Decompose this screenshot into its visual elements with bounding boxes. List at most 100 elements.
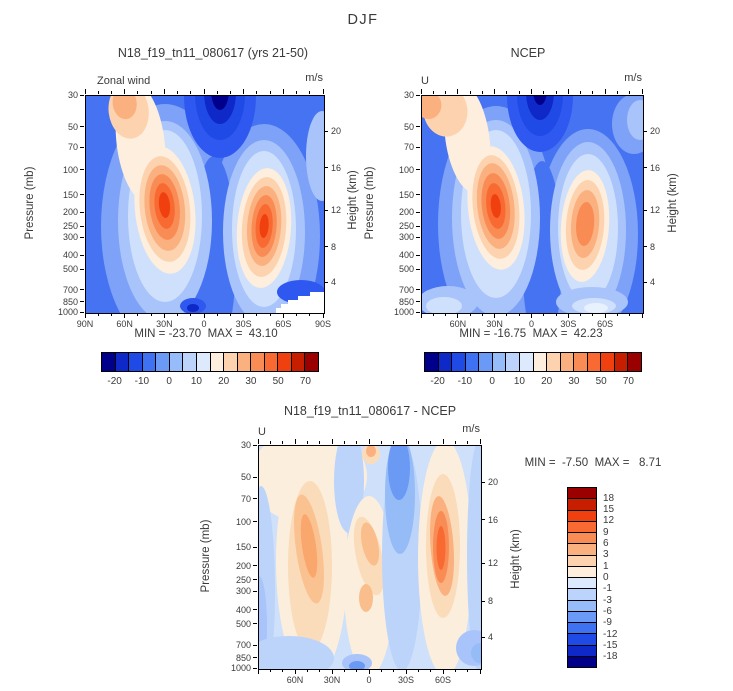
lat-label: 60S: [597, 319, 614, 329]
lat-label: 30S: [235, 319, 252, 329]
lat-tick: [322, 313, 324, 318]
colorbar-label: -10: [457, 376, 473, 387]
pressure-label: 1000: [230, 663, 251, 673]
panel3-contour-field: [258, 445, 482, 670]
lat-tick: [97, 91, 99, 94]
height-tick: [481, 481, 485, 483]
panel2-units-label: m/s: [624, 72, 642, 84]
pressure-label: 250: [398, 221, 414, 232]
lat-tick: [203, 313, 205, 318]
lat-tick: [243, 89, 245, 94]
lat-tick: [454, 669, 456, 672]
lat-tick: [604, 313, 606, 318]
colorbar-cell: [560, 353, 575, 371]
lat-tick: [216, 91, 218, 94]
pressure-label: 1000: [393, 307, 414, 317]
colorbar-cell: [169, 353, 184, 371]
height-label: 8: [331, 241, 337, 252]
panel2-contour-field: [421, 95, 644, 314]
lat-tick: [216, 313, 218, 316]
pressure-label: 100: [398, 164, 414, 175]
lat-tick: [163, 313, 165, 318]
panel2-title: NCEP: [510, 46, 546, 60]
pressure-tick: [253, 590, 257, 592]
colorbar-label: 6: [603, 538, 609, 550]
lat-tick: [445, 313, 447, 316]
lat-tick: [442, 669, 444, 674]
panel1-pressure-axis-label: Pressure (mb): [24, 166, 36, 240]
pressure-tick: [253, 579, 257, 581]
lat-tick: [479, 439, 481, 444]
height-label: 8: [650, 241, 656, 252]
lat-tick: [494, 89, 496, 94]
lat-tick: [282, 313, 284, 318]
lat-tick: [432, 313, 434, 316]
pressure-tick: [80, 94, 84, 96]
height-tick: [324, 281, 328, 283]
colorbar-cell: [156, 353, 170, 371]
pressure-tick: [253, 565, 257, 567]
pressure-label: 400: [235, 604, 251, 615]
lat-tick: [629, 91, 631, 94]
height-tick: [643, 281, 647, 283]
lat-tick: [380, 669, 382, 672]
colorbar-label: 3: [603, 549, 609, 561]
colorbar-cell: [291, 353, 306, 371]
height-tick: [643, 130, 647, 132]
height-tick: [481, 600, 485, 602]
lat-tick: [190, 313, 192, 316]
lat-tick: [97, 313, 99, 316]
lat-tick: [555, 91, 557, 94]
lat-tick: [616, 91, 618, 94]
lat-tick: [469, 91, 471, 94]
colorbar: [424, 352, 642, 372]
colorbar-cell: [628, 353, 641, 371]
colorbar-cell: [506, 353, 520, 371]
colorbar-cell: [224, 353, 238, 371]
colorbar-cell: [210, 353, 225, 371]
height-tick: [481, 636, 485, 638]
pressure-label: 250: [235, 574, 251, 585]
pressure-label: 500: [235, 618, 251, 629]
colorbar-label: -9: [603, 617, 612, 629]
lat-tick: [567, 313, 569, 318]
lat-tick: [256, 313, 258, 316]
height-label: 16: [650, 162, 661, 173]
pressure-tick: [80, 126, 84, 128]
lat-tick: [137, 91, 139, 94]
pressure-tick: [253, 546, 257, 548]
colorbar-label: 0: [166, 376, 172, 387]
lat-tick: [309, 313, 311, 316]
colorbar-label: 30: [568, 376, 580, 387]
pressure-label: 50: [403, 121, 414, 132]
lat-label: 30N: [156, 319, 173, 329]
colorbar: [101, 352, 319, 372]
colorbar-cell: [237, 353, 252, 371]
pressure-tick: [416, 146, 420, 148]
lat-tick: [296, 313, 298, 316]
lat-tick: [294, 669, 296, 674]
lat-tick: [229, 91, 231, 94]
colorbar-cell: [533, 353, 548, 371]
lat-tick: [150, 91, 152, 94]
height-label: 16: [488, 514, 499, 525]
colorbar-cell: [196, 353, 211, 371]
lat-label: 60N: [116, 319, 133, 329]
pressure-label: 500: [62, 264, 78, 275]
pressure-label: 850: [235, 652, 251, 663]
lat-tick: [430, 669, 432, 672]
lat-tick: [124, 313, 126, 318]
colorbar-label: -20: [430, 376, 445, 387]
lat-tick: [356, 669, 358, 672]
pressure-tick: [416, 225, 420, 227]
lat-tick: [343, 669, 345, 672]
colorbar-cell: [614, 353, 629, 371]
panel2-height-axis-label: Height (km): [667, 173, 679, 233]
lat-tick: [393, 441, 395, 444]
colorbar-label: -1: [603, 583, 612, 595]
colorbar-cell: [568, 566, 596, 578]
lat-tick: [322, 89, 324, 94]
lat-tick: [405, 439, 407, 444]
lat-label: 0: [201, 319, 207, 329]
lat-tick: [380, 441, 382, 444]
